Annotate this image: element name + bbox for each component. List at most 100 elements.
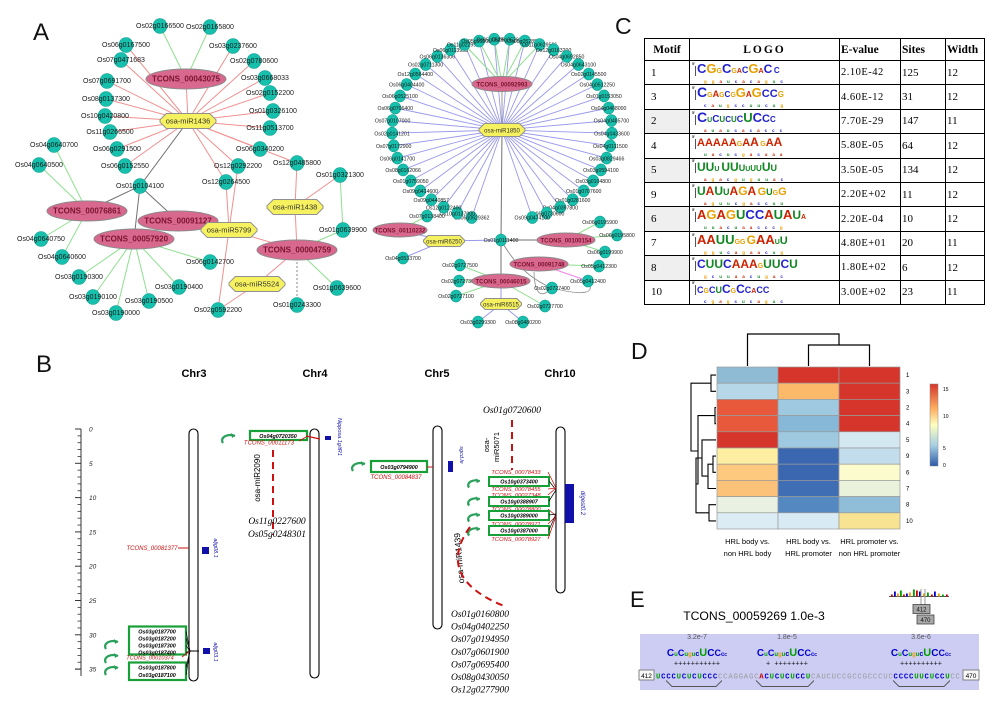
svg-text:Os06g0113955: Os06g0113955 — [433, 48, 468, 54]
svg-text:HRL promoter: HRL promoter — [785, 549, 832, 558]
svg-text:Os09g0474100: Os09g0474100 — [515, 216, 551, 222]
svg-text:5: 5 — [906, 438, 910, 444]
svg-text:5: 5 — [89, 461, 93, 468]
svg-text:0: 0 — [89, 427, 93, 434]
svg-text:412: 412 — [916, 608, 927, 614]
svg-text:Os06g0141700: Os06g0141700 — [380, 156, 416, 162]
svg-text:Chr5: Chr5 — [424, 368, 449, 380]
svg-text:Os03g0190100: Os03g0190100 — [69, 294, 117, 301]
svg-text:Os03g0594100: Os03g0594100 — [583, 168, 619, 174]
svg-text:Os04g0643100: Os04g0643100 — [561, 63, 597, 69]
svg-text:Os03g0187200: Os03g0187200 — [138, 637, 175, 643]
svg-text:Os04g0640500: Os04g0640500 — [15, 162, 63, 169]
svg-text:Os11g0266500: Os11g0266500 — [86, 129, 133, 136]
svg-text:Os03g0187700: Os03g0187700 — [138, 630, 175, 636]
svg-text:Os05g0412300: Os05g0412300 — [581, 264, 617, 270]
svg-text:osa-miR1439: osa-miR1439 — [452, 532, 466, 584]
svg-text:Os02g0727100: Os02g0727100 — [438, 294, 474, 300]
svg-text:digest0.2: digest0.2 — [579, 491, 585, 516]
svg-text:Os05g0529000: Os05g0529000 — [477, 37, 513, 43]
svg-text:470: 470 — [920, 618, 931, 624]
svg-text:Os10g0388907: Os10g0388907 — [500, 500, 538, 506]
svg-text:Os01g0281600: Os01g0281600 — [555, 198, 591, 204]
svg-text:Os03g0187300: Os03g0187300 — [138, 644, 175, 650]
svg-text:Os04g0402250: Os04g0402250 — [451, 623, 509, 633]
svg-text:Os08g0480200: Os08g0480200 — [505, 320, 541, 326]
svg-text:Os01g0639900: Os01g0639900 — [319, 227, 367, 234]
svg-text:3.6e-6: 3.6e-6 — [911, 634, 931, 641]
svg-text:osa-miR1438: osa-miR1438 — [273, 203, 318, 212]
svg-text:Os12g0485800: Os12g0485800 — [273, 160, 321, 167]
svg-text:non HRL body: non HRL body — [724, 549, 772, 558]
svg-text:osa-miR6515: osa-miR6515 — [483, 303, 519, 309]
svg-text:Os11g0513700: Os11g0513700 — [246, 125, 293, 132]
svg-text:HRL body vs.: HRL body vs. — [725, 537, 770, 546]
svg-text:Os02g0711300: Os02g0711300 — [408, 63, 443, 69]
svg-text:3.2e-7: 3.2e-7 — [687, 634, 707, 641]
svg-text:Os04g0640600: Os04g0640600 — [38, 254, 86, 261]
svg-text:Os03g0104800: Os03g0104800 — [575, 179, 611, 185]
svg-text:Os03g0187100: Os03g0187100 — [138, 673, 175, 679]
svg-text:Os02g0145500: Os02g0145500 — [571, 72, 607, 78]
svg-text:Os05g0529200: Os05g0529200 — [492, 37, 528, 43]
svg-text:Os01g0759050: Os01g0759050 — [393, 179, 429, 185]
svg-text:Os03g0299300: Os03g0299300 — [460, 320, 496, 326]
svg-text:TCONS_00091748: TCONS_00091748 — [513, 263, 565, 269]
svg-text:CuCugucUCCcc: CuCugucUCCcc — [667, 647, 727, 659]
svg-text:osa-miR5799: osa-miR5799 — [207, 226, 252, 235]
svg-text:Os06g0152550: Os06g0152550 — [101, 163, 149, 170]
svg-text:+ ++++++++: + ++++++++ — [766, 661, 808, 669]
svg-text:7: 7 — [906, 487, 910, 493]
svg-text:Os01g0104100: Os01g0104100 — [116, 183, 164, 190]
svg-text:Os06g0404400: Os06g0404400 — [389, 83, 425, 89]
svg-text:Os03g0190400: Os03g0190400 — [155, 284, 203, 291]
svg-text:Os03g0190000: Os03g0190000 — [92, 310, 140, 317]
svg-text:TCONS_00100154: TCONS_00100154 — [540, 239, 592, 245]
svg-text:Os02g0727300: Os02g0727300 — [441, 279, 477, 285]
svg-text:4: 4 — [906, 422, 910, 428]
svg-text:Os04g0692850: Os04g0692850 — [549, 55, 585, 61]
svg-text:aljg08.1: aljg08.1 — [212, 538, 218, 557]
svg-text:TCONS_00092993: TCONS_00092993 — [476, 83, 528, 89]
svg-text:10: 10 — [906, 519, 913, 525]
svg-text:TCONS_00059269 1.0e-3: TCONS_00059269 1.0e-3 — [683, 609, 825, 623]
svg-text:Os02g0166500: Os02g0166500 — [136, 23, 184, 30]
svg-text:8: 8 — [906, 503, 910, 509]
svg-text:Os06g0525100: Os06g0525100 — [382, 94, 418, 100]
svg-text:470: 470 — [966, 673, 977, 680]
svg-text:+++++++++++: +++++++++++ — [674, 661, 720, 669]
svg-text:Os07g0107000: Os07g0107000 — [375, 119, 411, 125]
svg-text:aljg03.1: aljg03.1 — [212, 642, 218, 661]
svg-text:Os07g0172900: Os07g0172900 — [376, 144, 412, 150]
svg-text:30: 30 — [89, 632, 97, 639]
svg-text:Os06g0195800: Os06g0195800 — [599, 233, 635, 239]
svg-text:Os04g0533700: Os04g0533700 — [385, 256, 421, 262]
svg-text:TCONS_00046015: TCONS_00046015 — [475, 280, 527, 286]
svg-text:Os07g0471683: Os07g0471683 — [97, 57, 145, 64]
svg-text:0: 0 — [943, 463, 946, 469]
svg-text:Os01g0639600: Os01g0639600 — [313, 285, 361, 292]
svg-text:TCONS_00004759: TCONS_00004759 — [263, 246, 332, 255]
svg-text:Os02g0141201: Os02g0141201 — [374, 131, 410, 137]
svg-text:Os05g0528900: Os05g0528900 — [507, 39, 543, 45]
svg-text:CuCugucUCCcc: CuCugucUCCcc — [757, 647, 817, 659]
svg-text:Os04g0485700: Os04g0485700 — [594, 119, 630, 125]
svg-text:Os06g0195900: Os06g0195900 — [582, 220, 618, 226]
svg-text:TCONS_00081377: TCONS_00081377 — [126, 546, 178, 552]
svg-text:Os04g0397800: Os04g0397800 — [543, 205, 579, 211]
svg-text:Os01g0707600: Os01g0707600 — [566, 189, 602, 195]
svg-text:osa-miR1850: osa-miR1850 — [484, 129, 520, 135]
svg-text:1: 1 — [906, 373, 910, 379]
svg-text:Os10g0420800: Os10g0420800 — [81, 113, 129, 120]
svg-text:Os04g0468000: Os04g0468000 — [591, 106, 627, 112]
svg-text:Os03g0668033: Os03g0668033 — [241, 75, 289, 82]
svg-text:Os01g0326100: Os01g0326100 — [249, 108, 297, 115]
svg-text:Chr4: Chr4 — [302, 368, 328, 380]
svg-text:TCONS_00011173: TCONS_00011173 — [244, 441, 295, 447]
svg-text:TCONS_00010374: TCONS_00010374 — [126, 656, 174, 662]
svg-text:HRL promoter vs.: HRL promoter vs. — [840, 537, 899, 546]
svg-text:Os06g0142700: Os06g0142700 — [186, 259, 234, 266]
svg-text:osa-miR2090: osa-miR2090 — [253, 454, 262, 502]
svg-text:TCONS_00110232: TCONS_00110232 — [375, 229, 426, 235]
svg-text:Os11g0227600: Os11g0227600 — [248, 517, 306, 527]
